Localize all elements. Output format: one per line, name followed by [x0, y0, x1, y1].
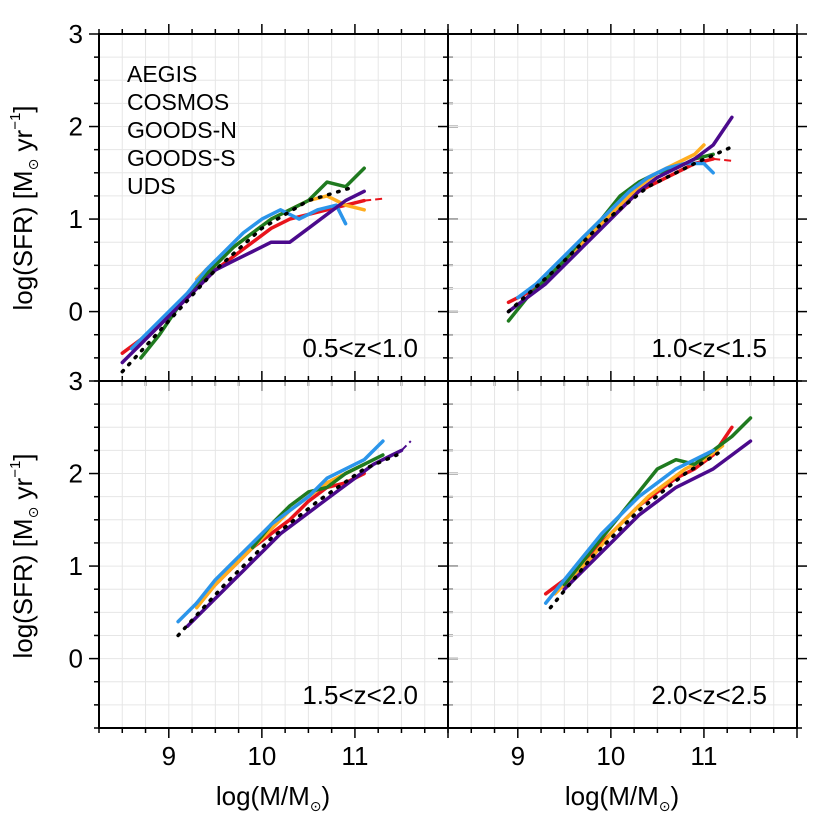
series-group	[543, 416, 753, 610]
y-tick-label: 0	[69, 644, 83, 674]
series-line-cosmos	[194, 462, 366, 610]
panel-4: 9 10 11 2.0<z<2.5	[438, 371, 807, 771]
series-line-goods-n	[562, 416, 753, 587]
grid	[447, 33, 798, 382]
grid	[447, 380, 798, 729]
legend-entry-uds: UDS	[127, 173, 176, 199]
series-group	[506, 115, 734, 323]
y-tick-label: 2	[69, 112, 83, 142]
series-group	[176, 439, 412, 638]
series-line-uds	[120, 189, 366, 365]
x-tick-label: 10	[247, 741, 276, 771]
fit-line	[548, 448, 725, 610]
panel-frame	[98, 380, 449, 729]
series-line-aegis	[194, 471, 366, 605]
series-line-goods-s	[129, 203, 348, 351]
y-tick-label: 3	[69, 19, 83, 49]
series-line-goods-s	[543, 448, 715, 605]
ticks	[438, 371, 807, 738]
panels-layer: 0 1 2 3 0.5<z<1.0 1.0<z<1.5 9 10 11 0 1 2 3 1.5<z<2.0…	[69, 19, 807, 771]
x-axis-title-right: log(M/M⊙)	[565, 781, 679, 814]
panel-3: 9 10 11 0 1 2 3 1.5<z<2.0	[69, 366, 458, 771]
legend-entry-goods-n: GOODS-N	[127, 117, 237, 143]
series-line-dashed-uds	[400, 440, 412, 452]
y-tick-label: 1	[69, 204, 83, 234]
panel-frame	[447, 380, 798, 729]
y-tick-label: 2	[69, 459, 83, 489]
legend-entry-cosmos: COSMOS	[127, 89, 229, 115]
fit-line	[176, 453, 399, 638]
series-line-aegis	[120, 198, 366, 355]
panel-1: 0 1 2 3 0.5<z<1.0	[69, 19, 458, 391]
x-tick-label: 11	[341, 741, 368, 771]
series-line-goods-s	[176, 439, 385, 624]
x-axis-title-left: log(M/M⊙)	[216, 781, 330, 814]
redshift-label: 1.0<z<1.5	[651, 333, 767, 363]
x-tick-label: 10	[596, 741, 625, 771]
panel-2: 1.0<z<1.5	[438, 24, 807, 391]
series-line-dashed-aegis	[713, 157, 733, 162]
fit-line	[506, 145, 734, 314]
y-axis-title-bottom: log(SFR) [M⊙ yr−1]	[7, 453, 41, 658]
y-tick-label: 1	[69, 551, 83, 581]
series-line-uds	[562, 439, 753, 591]
x-tick-label: 9	[511, 741, 525, 771]
fit-line	[120, 184, 357, 374]
x-tick-label: 11	[690, 741, 717, 771]
y-axis-title-top: log(SFR) [M⊙ yr−1]	[7, 105, 41, 310]
redshift-label: 1.5<z<2.0	[302, 680, 418, 710]
grid	[98, 380, 449, 729]
series-line-uds	[185, 448, 404, 628]
redshift-label: 2.0<z<2.5	[651, 680, 767, 710]
series-line-dashed-aegis	[364, 197, 384, 202]
y-tick-label: 0	[69, 297, 83, 327]
series-group	[120, 166, 384, 374]
legend-entry-aegis: AEGIS	[127, 61, 197, 87]
redshift-label: 0.5<z<1.0	[302, 333, 418, 363]
grid	[98, 33, 449, 382]
legend-entry-goods-s: GOODS-S	[127, 145, 236, 171]
x-tick-label: 9	[162, 741, 176, 771]
legend: AEGIS COSMOS GOODS-N GOODS-S UDS	[127, 61, 237, 199]
y-tick-label: 3	[69, 366, 83, 396]
